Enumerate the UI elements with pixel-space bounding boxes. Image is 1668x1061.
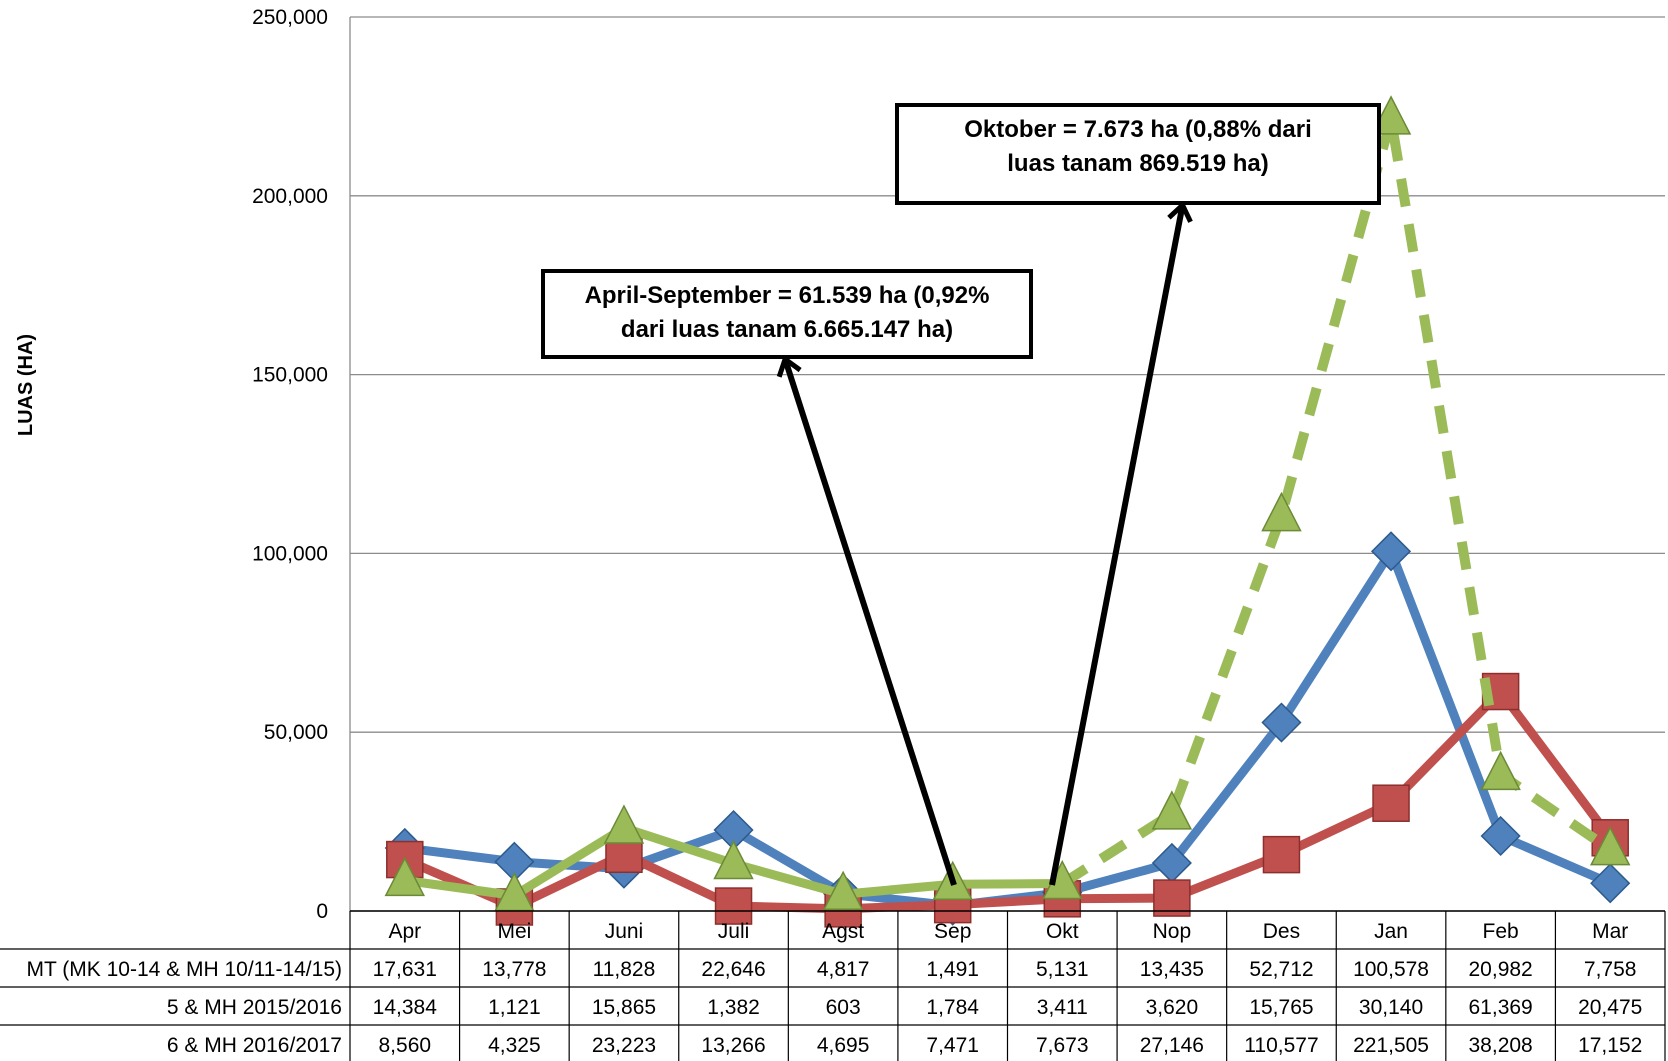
data-point-triangle (603, 804, 645, 844)
table-cell-value: 11,828 (593, 958, 656, 981)
x-tick-label: Apr (388, 920, 421, 943)
series-2 (386, 672, 1629, 928)
table-cell-value: 1,382 (707, 996, 760, 1019)
series-line (400, 687, 1615, 914)
y-axis-ticks: 0 50,000 100,000 150,000 200,000 250,000 (252, 6, 328, 923)
data-point-square (1262, 835, 1301, 874)
table-cell-value: 4,817 (817, 958, 870, 981)
x-tick-label: Juli (718, 920, 750, 943)
x-tick-label: Agst (822, 920, 864, 943)
data-point-square (1153, 879, 1191, 917)
table-cell-value: 7,471 (926, 1034, 979, 1057)
annotation-oktober: Oktober = 7.673 ha (0,88% dari luas tana… (895, 103, 1381, 205)
table-cell-value: 13,778 (482, 958, 546, 981)
data-point-triangle (1370, 95, 1412, 135)
annotation-arrow (1049, 200, 1193, 886)
table-cell-value: 13,435 (1140, 958, 1204, 981)
table-cell-value: 100,578 (1353, 958, 1429, 981)
data-point-triangle (1480, 750, 1521, 791)
table-cell-value: 14,384 (373, 996, 438, 1019)
data-point-diamond (1370, 531, 1412, 572)
annotation-arrow (776, 355, 957, 886)
table-cell-value: 3,620 (1146, 996, 1199, 1019)
data-point-triangle (384, 856, 426, 897)
table-cell-value: 5,131 (1036, 958, 1089, 981)
y-axis-label: LUAS (HA) (15, 334, 37, 436)
series-3 (384, 95, 1631, 912)
table-cell-value: 221,505 (1353, 1034, 1429, 1057)
x-tick-label: Okt (1046, 920, 1079, 943)
x-tick-label: Feb (1483, 920, 1519, 943)
table-cell-value: 22,646 (701, 958, 765, 981)
y-tick-label: 100,000 (252, 542, 328, 565)
y-tick-label: 0 (316, 900, 328, 923)
annotation-april-september: April-September = 61.539 ha (0,92% dari … (541, 269, 1033, 359)
x-tick-label: Des (1263, 920, 1300, 943)
series-1 (384, 531, 1631, 926)
table-cell-value: 7,758 (1584, 958, 1637, 981)
y-tick-label: 200,000 (252, 185, 328, 208)
table-cell-value: 61,369 (1469, 996, 1533, 1019)
data-point-triangle (1261, 491, 1302, 532)
table-cell-value: 23,223 (592, 1034, 656, 1057)
table-cell-value: 20,475 (1578, 996, 1642, 1019)
table-cell-value: 20,982 (1469, 958, 1533, 981)
table-cell-value: 4,325 (488, 1034, 541, 1057)
table-cell-value: 110,577 (1244, 1034, 1318, 1057)
data-point-square (1372, 784, 1410, 822)
data-point-square (714, 887, 753, 925)
table-cell-value: 3,411 (1037, 996, 1088, 1019)
x-tick-label: Mei (497, 920, 531, 943)
series-layer (384, 95, 1631, 928)
table-cell-value: 30,140 (1359, 996, 1423, 1019)
table-cell-value: 17,152 (1578, 1034, 1642, 1057)
table-cell-value: 15,865 (592, 996, 656, 1019)
y-tick-label: 250,000 (252, 6, 328, 29)
table-cell-value: 7,673 (1036, 1034, 1089, 1057)
x-tick-label: Mar (1592, 920, 1628, 943)
series-line-dashed (1059, 113, 1614, 888)
annotation-arrows (776, 200, 1193, 886)
series-name-label: MT (MK 10-14 & MH 10/11-14/15) (26, 958, 342, 981)
data-point-triangle (713, 839, 754, 880)
x-tick-label: Juni (605, 920, 644, 943)
data-point-triangle (1151, 790, 1193, 830)
data-point-diamond (1590, 863, 1631, 904)
x-tick-label: Sep (934, 920, 971, 943)
table-cell-value: 8,560 (379, 1034, 432, 1057)
data-point-triangle (822, 870, 864, 910)
table-cell-value: 1,491 (926, 958, 979, 981)
table-cell-value: 1,121 (488, 996, 541, 1019)
table-cell-value: 15,765 (1249, 996, 1313, 1019)
table-cell-value: 4,695 (817, 1034, 870, 1057)
data-point-diamond (1261, 702, 1302, 743)
table-cell-value: 13,266 (701, 1034, 765, 1057)
series-name-label: 6 & MH 2016/2017 (167, 1034, 342, 1057)
data-point-diamond (1480, 815, 1521, 857)
data-point-triangle (1589, 826, 1631, 866)
table-cell-value: 38,208 (1469, 1034, 1533, 1057)
table-cell-value: 17,631 (373, 958, 437, 981)
data-table: Apr Mei Juni Juli Agst Sep Okt Nop Des Jan Feb Mar M… (0, 910, 1666, 1061)
table-cell-value: 52,712 (1249, 958, 1313, 981)
x-tick-label: Nop (1153, 920, 1192, 943)
table-cell-value: 1,784 (926, 996, 979, 1019)
x-tick-label: Jan (1374, 920, 1408, 943)
y-tick-label: 150,000 (252, 364, 328, 387)
table-cell-value: 27,146 (1140, 1034, 1204, 1057)
y-tick-label: 50,000 (264, 721, 328, 744)
series-name-label: 5 & MH 2015/2016 (167, 996, 342, 1019)
table-cell-value: 603 (826, 996, 861, 1019)
